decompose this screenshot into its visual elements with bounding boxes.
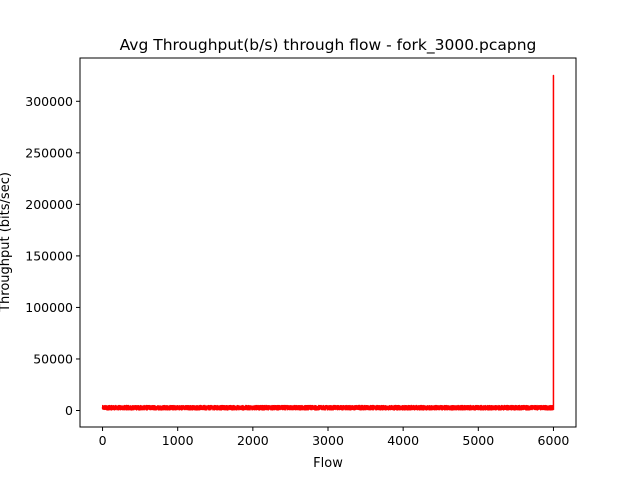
x-tick-label: 5000 bbox=[462, 433, 494, 448]
axes-frame bbox=[79, 57, 577, 428]
y-tick-label: 100000 bbox=[25, 300, 73, 315]
series-line bbox=[101, 74, 555, 411]
x-tick-label: 3000 bbox=[312, 433, 344, 448]
y-axis-label: Throughput (bits/sec) bbox=[0, 172, 13, 313]
x-tick-label: 0 bbox=[99, 433, 107, 448]
x-axis: 0 1000 2000 3000 4000 5000 6000 bbox=[99, 427, 570, 448]
y-tick-label: 50000 bbox=[33, 351, 73, 366]
y-tick-label: 250000 bbox=[25, 145, 73, 160]
x-tick-label: 1000 bbox=[162, 433, 194, 448]
x-tick-label: 4000 bbox=[387, 433, 419, 448]
x-tick-label: 6000 bbox=[538, 433, 570, 448]
x-axis-label: Flow bbox=[313, 456, 343, 471]
y-tick-label: 200000 bbox=[25, 197, 73, 212]
plot-area bbox=[101, 74, 555, 411]
x-tick-label: 2000 bbox=[237, 433, 269, 448]
y-tick-label: 300000 bbox=[25, 94, 73, 109]
y-tick-label: 150000 bbox=[25, 248, 73, 263]
y-axis: 0 50000 100000 150000 200000 250000 300000 bbox=[25, 94, 80, 418]
y-tick-label: 0 bbox=[65, 403, 73, 418]
chart-title: Avg Throughput(b/s) through flow - fork_… bbox=[120, 36, 537, 55]
